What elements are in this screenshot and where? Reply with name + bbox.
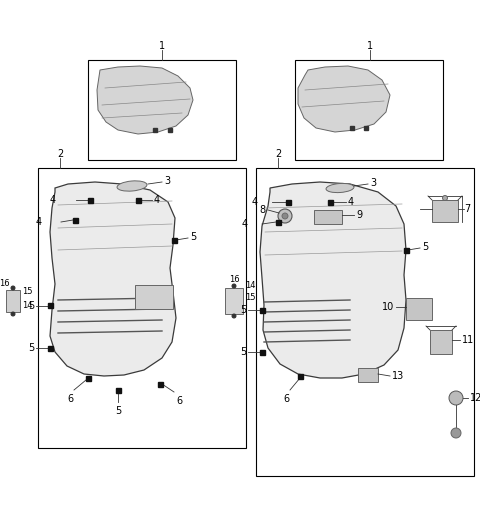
Bar [153, 128, 157, 132]
Bar [157, 381, 163, 387]
Bar [327, 200, 333, 204]
Bar [48, 346, 52, 351]
Text: 4: 4 [252, 197, 258, 207]
Circle shape [449, 391, 463, 405]
Text: 15: 15 [245, 293, 255, 303]
Text: 15: 15 [22, 288, 33, 296]
Text: 5: 5 [240, 347, 246, 357]
Bar [358, 368, 378, 382]
Bar [295, 60, 443, 160]
Bar [350, 126, 354, 130]
Bar [286, 200, 290, 204]
Polygon shape [50, 182, 176, 376]
Text: 1: 1 [367, 41, 373, 51]
Text: 10: 10 [382, 302, 394, 312]
Text: 4: 4 [348, 197, 354, 207]
Text: 8: 8 [260, 205, 266, 215]
Bar [168, 128, 172, 132]
Bar [135, 285, 173, 309]
Text: 16: 16 [0, 279, 9, 288]
Circle shape [232, 314, 236, 318]
Ellipse shape [326, 183, 354, 193]
Text: 6: 6 [176, 396, 182, 406]
Text: 13: 13 [392, 371, 404, 381]
Text: 6: 6 [67, 394, 73, 404]
Circle shape [278, 209, 292, 223]
Text: 4: 4 [36, 217, 42, 227]
Bar [72, 218, 77, 223]
Circle shape [11, 286, 15, 290]
Bar [256, 168, 474, 476]
Circle shape [282, 213, 288, 219]
Text: 12: 12 [470, 393, 480, 403]
Text: 4: 4 [50, 195, 56, 205]
Bar [6, 290, 20, 312]
Text: 9: 9 [356, 210, 362, 220]
Bar [432, 200, 458, 222]
Ellipse shape [117, 181, 147, 191]
Text: 3: 3 [164, 176, 170, 186]
Bar [87, 198, 93, 203]
Text: 5: 5 [422, 242, 428, 252]
Polygon shape [298, 66, 390, 132]
Text: 5: 5 [190, 232, 196, 242]
Text: 16: 16 [228, 275, 240, 285]
Text: 11: 11 [462, 335, 474, 345]
Bar [38, 168, 246, 448]
Bar [430, 330, 452, 354]
Circle shape [11, 312, 15, 316]
Polygon shape [97, 66, 193, 134]
Bar [171, 238, 177, 243]
Bar [116, 388, 120, 393]
Text: 14: 14 [245, 282, 255, 290]
Bar [404, 247, 408, 252]
Bar [85, 375, 91, 380]
Text: 5: 5 [28, 301, 34, 311]
Bar [260, 308, 264, 312]
Text: 4: 4 [154, 195, 160, 205]
Text: 2: 2 [57, 149, 63, 159]
Bar [88, 60, 236, 160]
Circle shape [451, 428, 461, 438]
Text: 7: 7 [464, 204, 470, 214]
Text: 1: 1 [159, 41, 165, 51]
Text: 4: 4 [242, 219, 248, 229]
Bar [364, 126, 368, 130]
Bar [314, 210, 342, 224]
Text: 2: 2 [275, 149, 281, 159]
Polygon shape [260, 182, 406, 378]
Text: 14: 14 [22, 301, 33, 309]
Bar [135, 198, 141, 203]
Bar [260, 350, 264, 354]
Text: 5: 5 [28, 343, 34, 353]
Bar [406, 298, 432, 320]
Circle shape [232, 284, 236, 288]
Text: 5: 5 [240, 305, 246, 315]
Text: 5: 5 [115, 406, 121, 416]
Bar [276, 220, 280, 224]
Text: 6: 6 [283, 394, 289, 404]
Bar [225, 288, 243, 314]
Bar [48, 303, 52, 308]
Circle shape [443, 196, 447, 201]
Bar [298, 373, 302, 378]
Text: 3: 3 [370, 178, 376, 188]
